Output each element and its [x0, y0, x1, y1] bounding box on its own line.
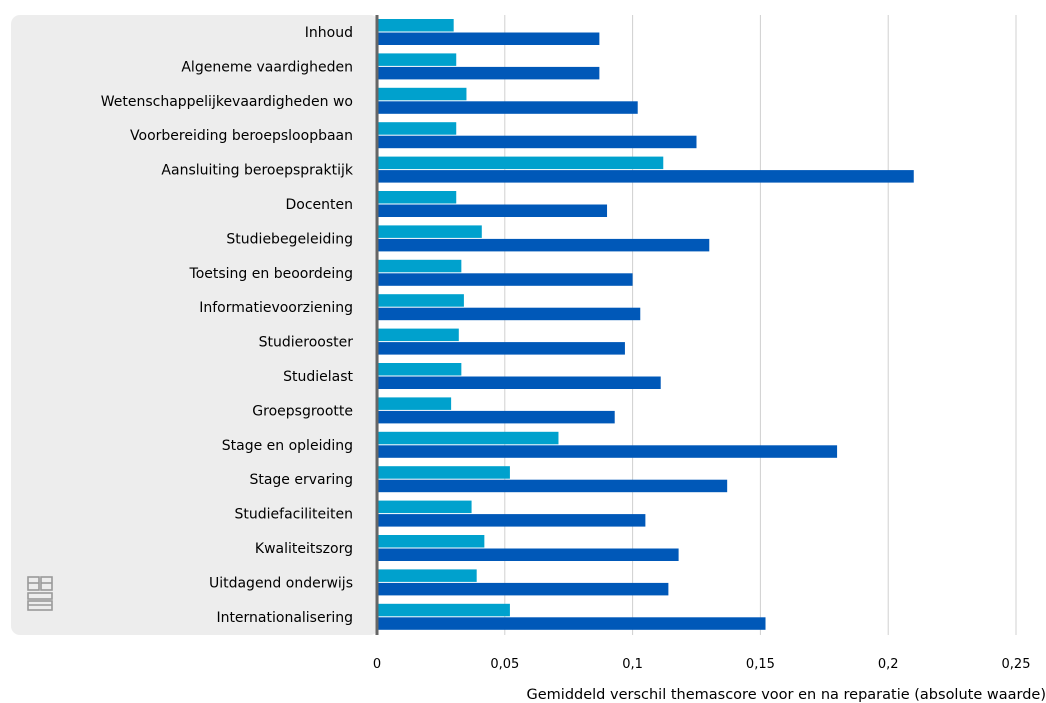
category-label: Studierooster — [259, 335, 354, 351]
bar-series-1 — [378, 19, 454, 32]
bar-series-2 — [378, 548, 679, 561]
bar-series-2 — [378, 445, 838, 458]
category-label: Kwaliteitszorg — [255, 541, 353, 557]
bar-series-1 — [378, 87, 467, 101]
category-label: Stage en opleiding — [222, 438, 353, 454]
category-label: Studielast — [283, 369, 353, 385]
category-label: Voorbereiding beroepsloopbaan — [130, 128, 353, 144]
x-tick-label: 0 — [373, 657, 381, 672]
x-axis-title: Gemiddeld verschil themascore voor en na… — [527, 687, 1046, 703]
category-label: Informatievoorziening — [199, 300, 353, 316]
category-label: Stage ervaring — [249, 472, 353, 488]
x-tick-labels: 0 0,05 0,1 0,15 0,2 0,25 — [373, 657, 1031, 672]
x-tick-label: 0,05 — [490, 657, 519, 672]
bar-series-1 — [378, 156, 664, 170]
category-label: Docenten — [285, 197, 353, 213]
category-label: Studiebegeleiding — [226, 231, 353, 247]
bar-series-2 — [378, 204, 608, 217]
bar-series-2 — [378, 66, 600, 80]
bar-series-2 — [378, 238, 710, 252]
bar-series-2 — [378, 410, 615, 424]
bar-series-2 — [378, 479, 728, 493]
gridlines — [504, 15, 1017, 635]
bar-series-2 — [378, 376, 661, 389]
x-tick-label: 0,1 — [622, 657, 643, 672]
bar-series-1 — [378, 431, 559, 445]
bar-series-1 — [378, 603, 510, 617]
bar-series-1 — [378, 294, 464, 307]
x-tick-label: 0,15 — [746, 657, 775, 672]
bar-series-1 — [378, 259, 462, 273]
category-label: Aansluiting beroepspraktijk — [161, 163, 353, 179]
bar-series-2 — [378, 101, 638, 114]
category-label: Internationalisering — [216, 610, 353, 626]
category-label: Toetsing en beoordeing — [189, 266, 353, 282]
bar-series-1 — [378, 53, 457, 66]
bar-series-1 — [378, 225, 482, 238]
category-panel — [11, 15, 379, 635]
bar-series-2 — [378, 514, 646, 527]
bar-series-1 — [378, 466, 510, 479]
bar-series-1 — [378, 397, 452, 410]
bar-series-2 — [378, 32, 600, 45]
category-label: Groepsgrootte — [252, 403, 353, 419]
category-label: Wetenschappelijkevaardigheden wo — [101, 94, 353, 110]
bar-series-1 — [378, 191, 457, 204]
category-label: Uitdagend onderwijs — [209, 575, 353, 591]
bar-series-1 — [378, 328, 459, 342]
bar-series-1 — [378, 363, 462, 376]
category-label: Studiefaciliteiten — [235, 507, 353, 523]
bar-series-2 — [378, 307, 641, 321]
bar-series-1 — [378, 122, 457, 135]
category-labels: Inhoud Algeneme vaardigheden Wetenschappel… — [101, 25, 354, 626]
bar-series-1 — [378, 569, 477, 582]
x-tick-label: 0,2 — [878, 657, 899, 672]
category-label: Algeneme vaardigheden — [181, 59, 353, 75]
bar-series-2 — [378, 582, 669, 596]
bar-series-2 — [378, 342, 625, 355]
bars — [378, 19, 914, 630]
x-tick-label: 0,25 — [1002, 657, 1031, 672]
bar-series-2 — [378, 135, 697, 149]
bar-series-2 — [378, 273, 633, 286]
bar-series-2 — [378, 170, 914, 183]
bar-series-2 — [378, 617, 766, 630]
cbs-logo-icon — [27, 576, 53, 611]
bar-series-1 — [378, 535, 485, 548]
bar-series-1 — [378, 500, 472, 514]
category-label: Inhoud — [305, 25, 353, 41]
